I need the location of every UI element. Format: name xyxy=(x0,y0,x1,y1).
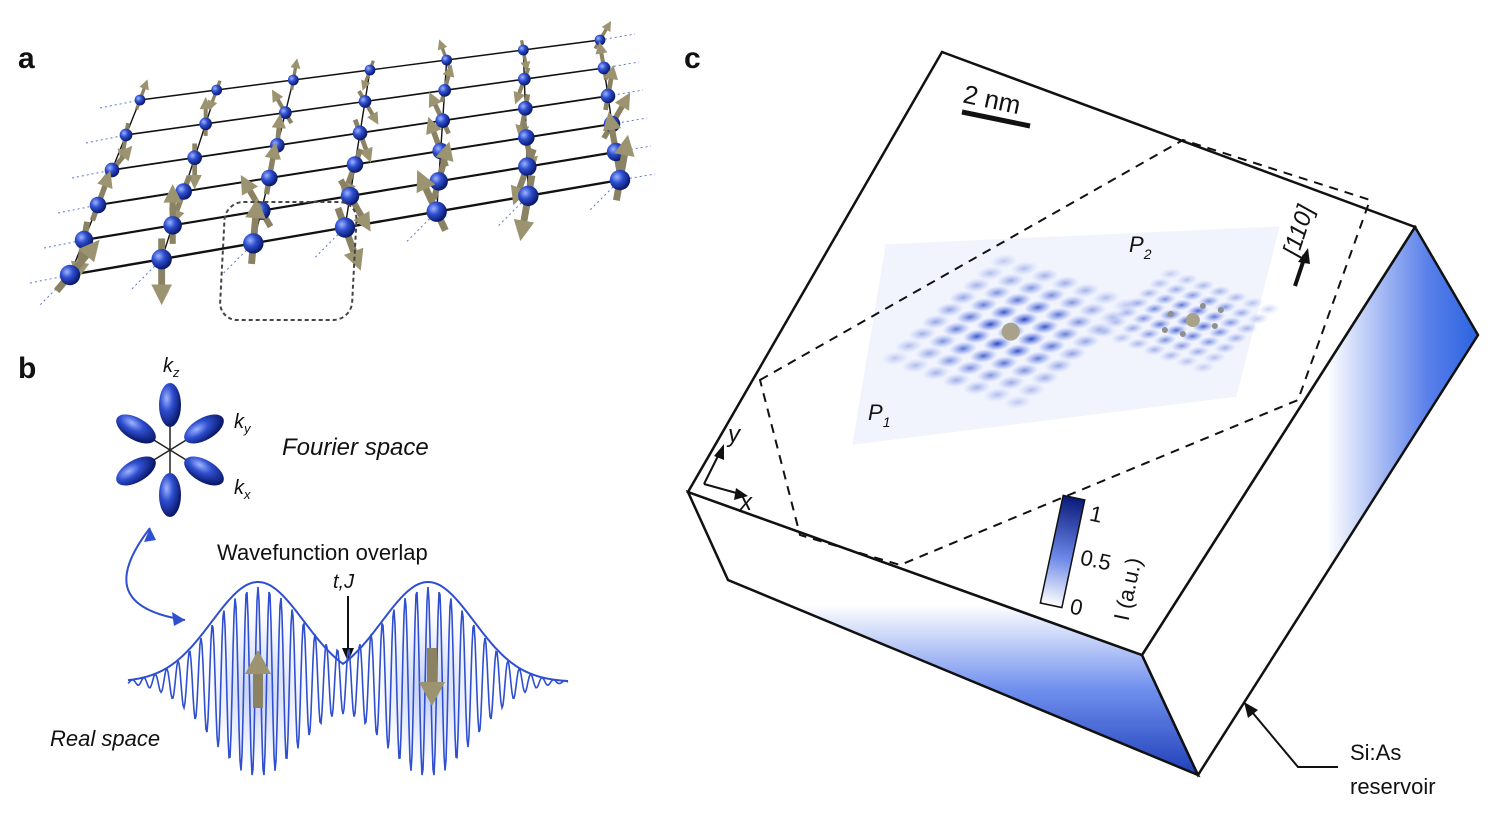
p2-label: P2 xyxy=(1129,232,1152,262)
panel-letter-c: c xyxy=(684,42,701,75)
panel-letter-a: a xyxy=(18,42,35,75)
panel-c: c 2 nm P1 P2 [110] y x 1 xyxy=(684,42,1480,799)
kz-label: kz xyxy=(163,355,180,380)
reservoir-label-line1: Si:As xyxy=(1350,740,1401,765)
ky-label: ky xyxy=(234,411,252,436)
fourier-valleys-icon xyxy=(116,383,224,517)
panel-a: a xyxy=(18,20,656,321)
wavefunction-oscillation xyxy=(127,586,569,776)
colorbar-max: 1 xyxy=(1088,501,1105,528)
dashed-selection-box xyxy=(219,201,358,321)
panel-letter-b: b xyxy=(18,352,36,385)
axis-y-label: y xyxy=(726,421,742,448)
colorbar xyxy=(1039,494,1086,609)
spin-lattice xyxy=(29,20,656,306)
colorbar-min: 0 xyxy=(1068,594,1085,621)
axes-icon xyxy=(703,444,748,500)
colorbar-mid: 0.5 xyxy=(1078,545,1113,576)
reservoir-callout-line xyxy=(1251,711,1338,768)
spin-down-arrow-icon xyxy=(419,648,445,706)
spin-up-arrow-icon xyxy=(245,650,271,708)
scale-bar xyxy=(961,109,1031,129)
kx-label: kx xyxy=(234,477,251,502)
stm-density-image xyxy=(852,226,1280,445)
dashed-image-boundary xyxy=(758,138,1372,567)
real-space-label: Real space xyxy=(50,726,160,751)
tj-label: t,J xyxy=(333,571,355,593)
wavefunction-envelope xyxy=(127,581,568,682)
axis-x-label: x xyxy=(739,489,753,516)
panel-b: b kz ky kx Fourier space Wavefunction ov… xyxy=(18,352,569,776)
fourier-real-link-arrow xyxy=(125,527,186,621)
p1-label: P1 xyxy=(868,400,890,430)
wavefunction-overlap-label: Wavefunction overlap xyxy=(217,540,428,565)
reservoir-label-line2: reservoir xyxy=(1350,774,1436,799)
fourier-space-label: Fourier space xyxy=(282,434,429,461)
